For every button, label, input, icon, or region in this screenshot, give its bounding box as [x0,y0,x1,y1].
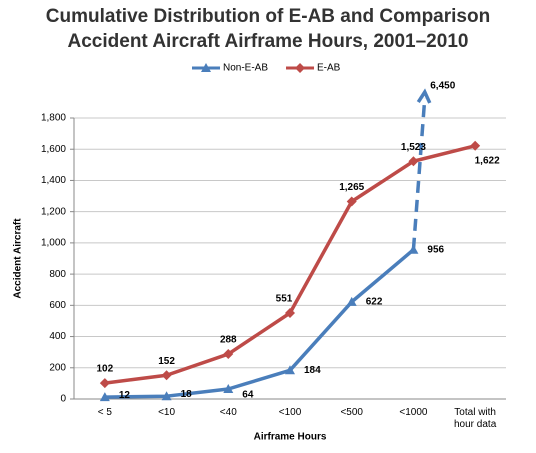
value-label: 64 [242,390,254,401]
x-tick-label: <1000 [399,407,428,418]
value-label: 622 [366,297,383,308]
value-label: 6,450 [430,81,455,92]
x-tick-label: <100 [278,407,302,418]
x-tick-label: <10 [158,407,176,418]
marker [295,63,306,73]
marker [223,349,234,360]
value-label: 551 [276,294,293,305]
arrow-head [416,88,432,104]
value-label: 288 [220,335,237,346]
x-tick-label: <40 [219,407,237,418]
value-label: 1,523 [401,142,426,153]
x-tick-label: < 5 [97,407,112,418]
marker [201,63,211,72]
legend-label: E-AB [317,63,341,74]
value-label: 12 [119,390,131,401]
x-axis-label: Airframe Hours [254,432,327,443]
y-tick-label: 400 [49,331,66,342]
marker [99,378,110,389]
value-label: 152 [158,356,175,367]
marker [346,296,357,306]
y-tick-label: 1,800 [41,113,66,124]
legend-label: Non-E-AB [223,63,268,74]
value-label: 956 [427,244,444,255]
value-label: 1,622 [475,155,500,166]
value-label: 102 [97,364,114,375]
y-tick-label: 1,200 [41,206,66,217]
chart-title: Cumulative Distribution of E-AB and Comp… [45,6,491,52]
marker [223,384,234,394]
marker [346,196,357,207]
y-axis-label: Accident Aircraft [13,218,24,299]
marker [470,140,481,151]
x-tick-label: <500 [340,407,363,418]
y-tick-label: 1,600 [41,144,66,155]
y-tick-label: 600 [49,300,66,311]
value-label: 18 [181,389,193,400]
y-tick-label: 200 [49,362,66,373]
marker [408,156,419,167]
marker [285,307,295,318]
marker [285,365,295,375]
y-tick-label: 0 [60,394,66,405]
y-tick-label: 1,400 [41,175,66,186]
marker [161,370,172,381]
y-tick-label: 800 [49,269,66,280]
x-tick-label: Total with hour data [454,407,497,430]
value-label: 1,265 [339,182,364,193]
y-tick-label: 1,000 [41,238,66,249]
off-scale-arrow [411,97,427,250]
value-label: 184 [304,365,321,376]
series-line [104,248,415,399]
marker [161,391,172,401]
marker [99,392,110,402]
